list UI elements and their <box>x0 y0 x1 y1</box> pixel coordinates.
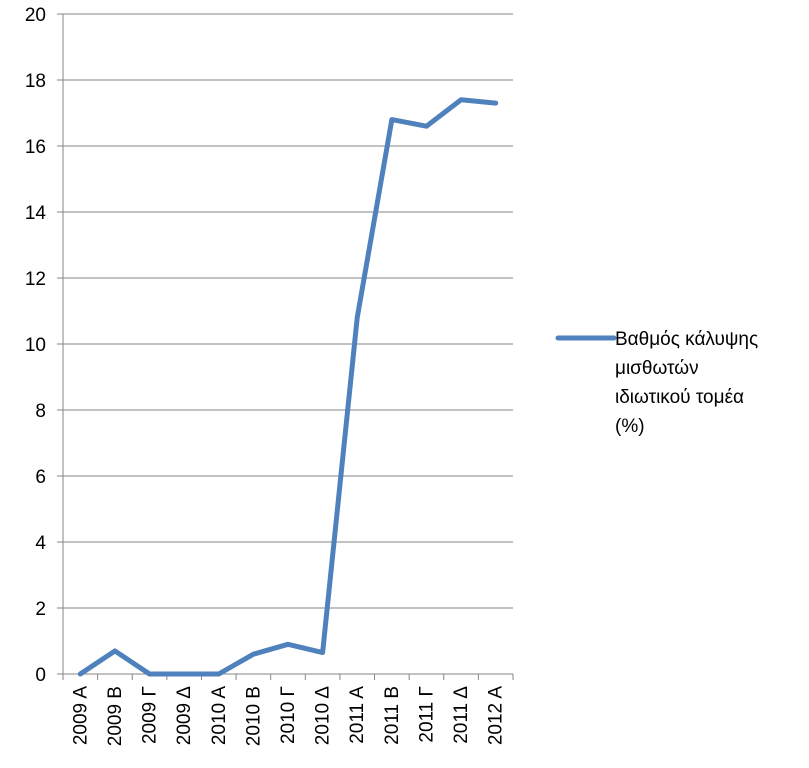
axes <box>62 14 513 675</box>
y-tick-label: 4 <box>35 533 46 554</box>
x-tick-label: 2010 Δ <box>313 686 334 745</box>
legend-label-line: μισθωτών <box>615 358 699 379</box>
y-tick-label: 20 <box>25 5 46 26</box>
gridlines <box>57 13 513 675</box>
x-tick-marks <box>62 674 514 680</box>
y-tick-labels: 0 2 4 6 8 10 12 14 16 18 20 <box>25 5 47 686</box>
x-tick-label: 2010 Γ <box>278 686 299 744</box>
y-tick-label: 8 <box>35 401 46 422</box>
y-tick-label: 2 <box>35 599 46 620</box>
x-tick-label: 2011 Α <box>347 686 368 744</box>
y-tick-label: 18 <box>25 71 46 92</box>
y-tick-label: 10 <box>25 335 46 356</box>
legend-label-line: ιδιωτικού τομέα <box>615 387 744 408</box>
x-tick-labels: 2009 Α 2009 Β 2009 Γ 2009 Δ 2010 Α 2010 Β 2010… <box>70 686 506 747</box>
x-tick-label: 2009 Α <box>70 686 91 745</box>
legend-label-line: Βαθμός κάλυψης <box>615 329 758 350</box>
series-line <box>77 97 499 677</box>
legend-label: Βαθμός κάλυψης μισθωτών ιδιωτικού τομέα (%) <box>615 329 758 437</box>
x-tick-label: 2010 Α <box>209 686 230 745</box>
x-tick-label: 2010 Β <box>243 686 264 746</box>
x-tick-label: 2009 Γ <box>140 686 161 744</box>
y-tick-label: 16 <box>25 137 46 158</box>
legend: Βαθμός κάλυψης μισθωτών ιδιωτικού τομέα (%) <box>555 329 758 437</box>
x-tick-label: 2009 Δ <box>174 686 195 745</box>
x-tick-label: 2011 Β <box>382 686 403 745</box>
x-tick-label: 2011 Δ <box>451 686 472 744</box>
x-tick-label: 2009 Β <box>105 686 126 746</box>
x-tick-label: 2011 Γ <box>416 686 437 743</box>
legend-label-line: (%) <box>615 416 645 437</box>
y-tick-label: 12 <box>25 269 46 290</box>
y-tick-label: 6 <box>35 467 46 488</box>
x-tick-label: 2012 Α <box>486 686 507 745</box>
y-tick-label: 0 <box>35 665 46 686</box>
y-tick-label: 14 <box>25 203 47 224</box>
series-group <box>77 97 499 677</box>
